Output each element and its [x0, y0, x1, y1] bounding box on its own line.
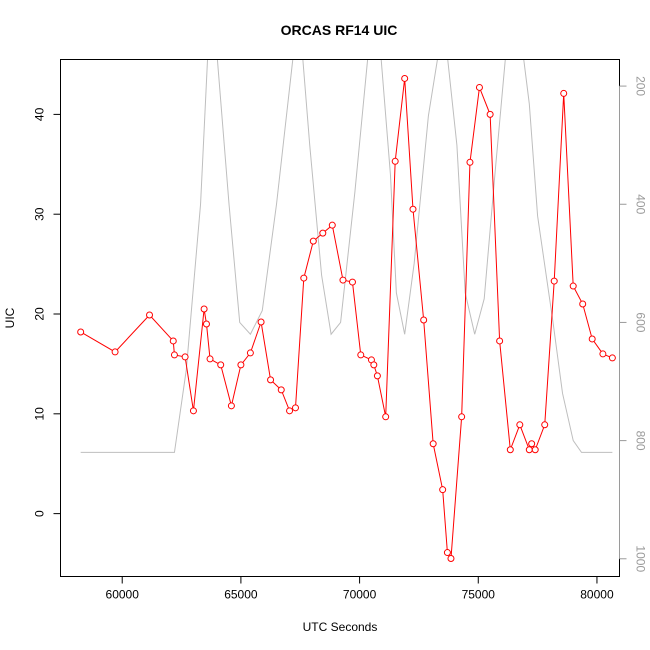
uic-data-point: [206, 355, 214, 363]
uic-data-point: [391, 157, 399, 165]
uic-data-point: [569, 282, 577, 290]
uic-data-point: [309, 237, 317, 245]
uic-data-point: [599, 350, 607, 358]
uic-data-point: [286, 407, 294, 415]
uic-data-point: [77, 328, 85, 336]
uic-data-point: [202, 320, 210, 328]
y-tick-label: 40: [33, 107, 47, 121]
uic-data-point: [189, 407, 197, 415]
plot-frame: [60, 59, 620, 577]
uic-data-point: [475, 83, 483, 91]
x-tick-label: 75000: [462, 588, 496, 602]
uic-data-point: [458, 413, 466, 421]
uic-data-point: [496, 337, 504, 345]
y2-tick-label: 400: [634, 194, 648, 214]
y-tick-label: 20: [33, 307, 47, 321]
uic-data-point: [608, 354, 616, 362]
uic-data-point: [170, 351, 178, 359]
uic-data-point: [447, 555, 455, 563]
y2-tick-label: 200: [634, 76, 648, 96]
uic-data-point: [525, 446, 533, 454]
uic-data-point: [169, 337, 177, 345]
uic-data-point: [370, 361, 378, 369]
uic-data-point: [181, 353, 189, 361]
y-tick-label: 10: [33, 407, 47, 421]
uic-data-point: [339, 276, 347, 284]
y-axis-label: UIC: [3, 307, 17, 328]
uic-data-point: [420, 316, 428, 324]
uic-data-point: [200, 305, 208, 313]
series-layer: [77, 59, 616, 563]
uic-data-point: [291, 404, 299, 412]
uic-data-point: [217, 361, 225, 369]
uic-data-point: [560, 89, 568, 97]
x-tick-label: 60000: [106, 588, 140, 602]
y2-tick-label: 600: [634, 312, 648, 332]
uic-data-point: [401, 74, 409, 82]
uic-data-point: [588, 335, 596, 343]
uic-data-point: [300, 274, 308, 282]
axes-layer: 60000 65000 70000 75000 80000 0 10 20 30 40 200 400…: [33, 76, 648, 601]
uic-data-point: [443, 549, 451, 557]
uic-data-point: [146, 311, 154, 319]
y2-tick-label: 800: [634, 431, 648, 451]
uic-data-point: [111, 348, 119, 356]
uic-data-point: [528, 440, 536, 448]
uic-data-point: [439, 486, 447, 494]
uic-data-point: [466, 158, 474, 166]
uic-data-point: [531, 446, 539, 454]
y2-tick-label: 1000: [634, 545, 648, 572]
uic-data-point: [382, 413, 390, 421]
uic-data-point: [550, 277, 558, 285]
x-axis-label: UTC Seconds: [303, 620, 378, 634]
uic-data-point: [237, 361, 245, 369]
uic-data-point: [277, 386, 285, 394]
uic-data-point: [257, 318, 265, 326]
uic-data-point: [486, 110, 494, 118]
uic-data-point: [246, 349, 254, 357]
uic-data-point: [357, 351, 365, 359]
y-tick-label: 0: [33, 510, 47, 517]
uic-data-point: [516, 421, 524, 429]
uic-data-point: [429, 440, 437, 448]
uic-data-point: [506, 446, 514, 454]
uic-data-point: [227, 402, 235, 410]
uic-data-point: [267, 376, 275, 384]
uic-data-point: [328, 221, 336, 229]
y-tick-label: 30: [33, 207, 47, 221]
uic-data-point: [579, 300, 587, 308]
chart-title: ORCAS RF14 UIC: [281, 22, 398, 38]
uic-data-point: [541, 421, 549, 429]
x-tick-label: 70000: [343, 588, 377, 602]
uic-data-point: [373, 372, 381, 380]
uic-data-point: [348, 278, 356, 286]
uic-data-point: [409, 205, 417, 213]
x-tick-label: 65000: [224, 588, 258, 602]
x-tick-label: 80000: [580, 588, 614, 602]
pressure-series-line: [80, 59, 613, 453]
uic-data-point: [319, 229, 327, 237]
